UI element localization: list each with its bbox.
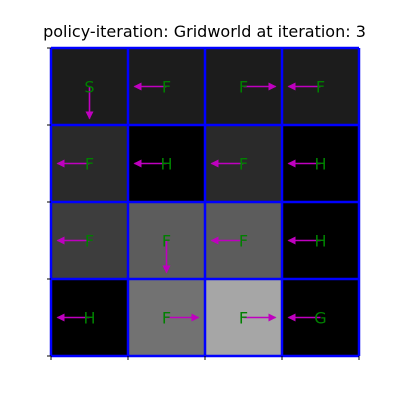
axis-ticks [47, 47, 360, 360]
cell-letter-1-2: F [239, 155, 248, 174]
cell-letter-2-2: F [239, 232, 248, 251]
cell-letter-3-0: H [83, 309, 95, 328]
grid-lines [49, 46, 361, 358]
cell-letter-0-1: F [162, 78, 171, 97]
plot-title: policy-iteration: Gridworld at iteration… [43, 22, 366, 41]
cell-letter-1-3: H [314, 155, 326, 174]
cell-letter-0-0: S [84, 78, 94, 97]
cell-letter-0-3: F [316, 78, 325, 97]
cell-letter-0-2: F [239, 78, 248, 97]
cell-letter-3-1: F [162, 309, 171, 328]
cell-letter-1-1: H [160, 155, 172, 174]
cell-letter-2-0: F [85, 232, 94, 251]
cell-letter-3-2: F [239, 309, 248, 328]
cell-letter-3-3: G [314, 309, 326, 328]
cell-letter-1-0: F [85, 155, 94, 174]
cell-letter-2-1: F [162, 232, 171, 251]
cell-letters: S F F F F H F H F F F H H F F G [83, 78, 326, 328]
policy-arrows [56, 82, 321, 322]
cell-letter-2-3: H [314, 232, 326, 251]
